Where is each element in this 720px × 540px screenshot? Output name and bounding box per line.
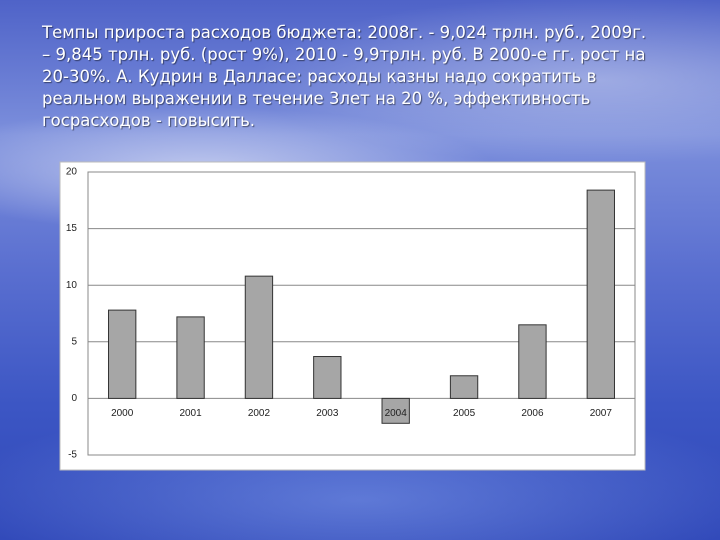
x-tick-label: 2007 [590, 408, 613, 419]
chart-area [59, 161, 646, 471]
bar [313, 356, 342, 399]
x-tick-label: 2005 [453, 408, 476, 419]
y-tick-label: -5 [68, 450, 77, 461]
bar [176, 316, 205, 399]
bar [449, 375, 479, 399]
bar [108, 309, 137, 399]
y-tick-label: 15 [66, 223, 78, 234]
bar [381, 397, 410, 424]
y-tick-label: 0 [71, 393, 77, 404]
x-tick-label: 2003 [316, 408, 339, 419]
x-tick-label: 2002 [248, 408, 271, 419]
y-tick-label: 5 [71, 336, 77, 347]
bar [518, 324, 547, 399]
x-tick-label: 2000 [111, 408, 134, 419]
bar [586, 189, 615, 399]
x-tick-label: 2001 [179, 408, 202, 419]
x-tick-label: 2004 [385, 408, 408, 419]
bar [244, 275, 274, 399]
slide-text: Темпы прироста расходов бюджета: 2008г. … [42, 23, 647, 130]
y-tick-label: 20 [66, 167, 78, 178]
x-tick-label: 2006 [521, 408, 544, 419]
y-tick-label: 10 [66, 280, 78, 291]
